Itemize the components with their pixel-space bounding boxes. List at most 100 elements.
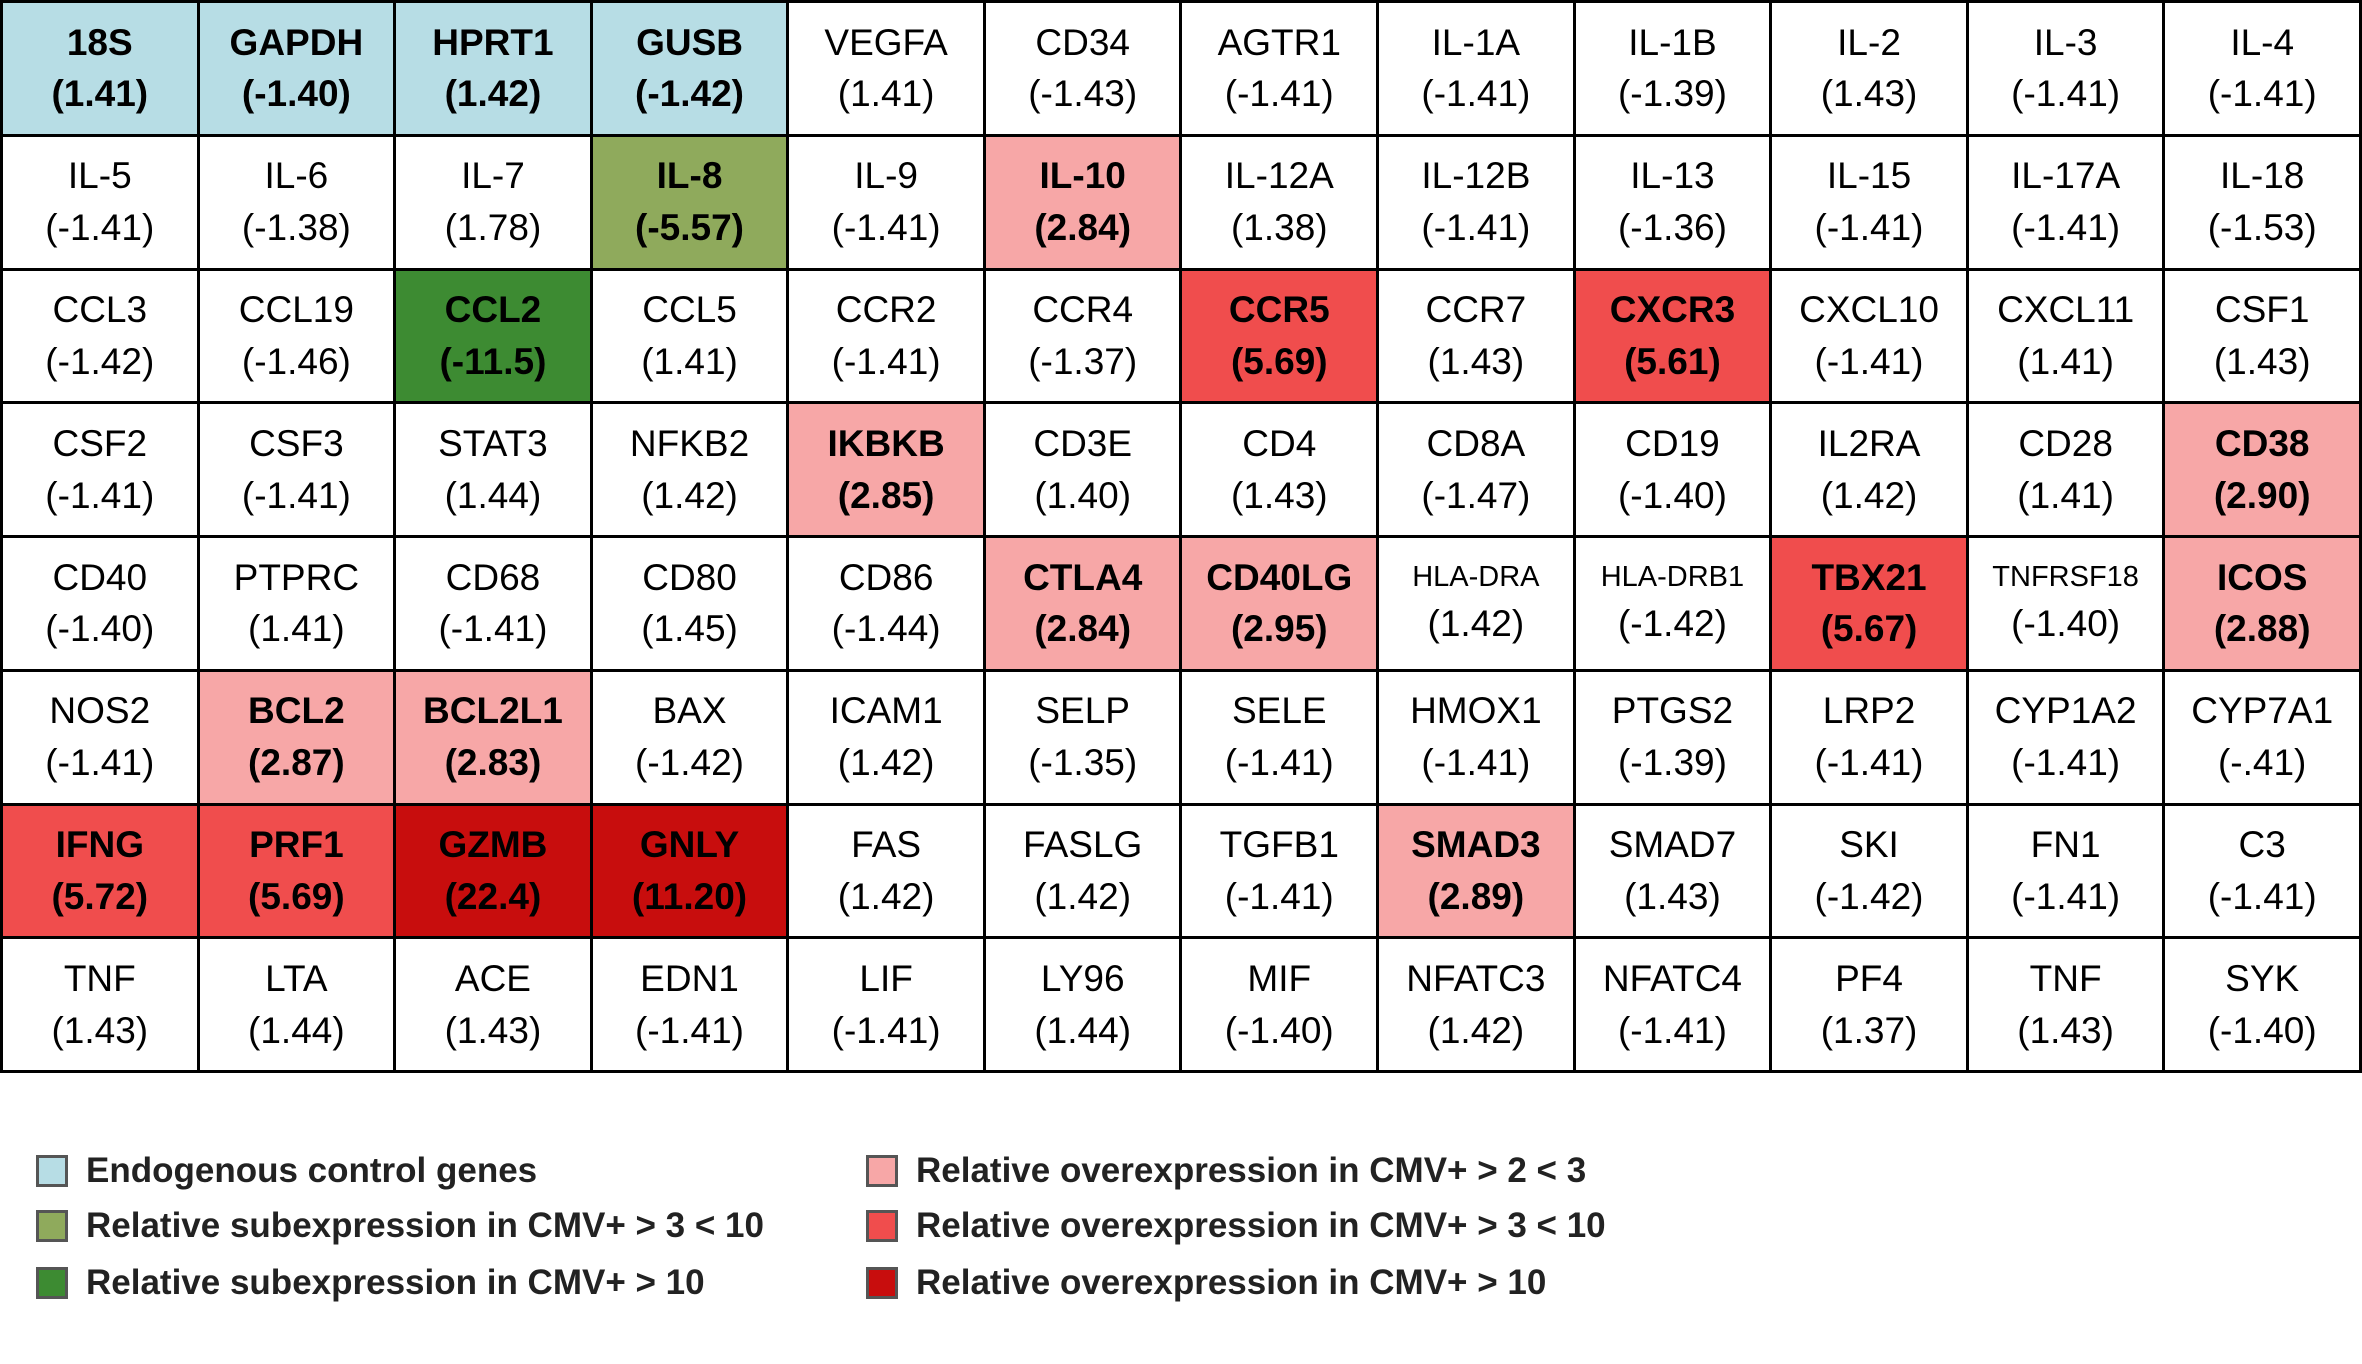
table-cell: IL-1B (-1.39) — [1575, 3, 1773, 137]
fold-change-value: (-1.40) — [1224, 1009, 1334, 1051]
table-cell: TNFRSF18 (-1.40) — [1968, 538, 2166, 672]
fold-change-value: (1.43) — [1624, 875, 1721, 917]
gene-name: CD4 — [1242, 422, 1317, 464]
fold-change-value: (1.43) — [2017, 1009, 2114, 1051]
fold-change-value: (-1.41) — [241, 474, 351, 516]
gene-name: GNLY — [639, 824, 740, 866]
table-cell: IFNG (5.72) — [3, 805, 200, 940]
table-cell: SYK (-1.40) — [2165, 939, 2362, 1073]
table-cell: FASLG (1.42) — [985, 805, 1183, 940]
fold-change-value: (-1.41) — [438, 608, 548, 650]
table-cell: PRF1 (5.69) — [199, 805, 397, 940]
fold-change-value: (-1.41) — [1814, 207, 1924, 249]
fold-change-value: (-1.39) — [1617, 742, 1727, 784]
table-cell: ACE (1.43) — [396, 939, 593, 1073]
fold-change-value: (1.42) — [1427, 1009, 1525, 1051]
table-cell: TGFB1 (-1.41) — [1182, 805, 1380, 940]
gene-name: TGFB1 — [1219, 824, 1339, 866]
fold-change-value: (5.61) — [1624, 340, 1721, 382]
table-cell: GAPDH (-1.40) — [199, 3, 397, 137]
table-cell: SELP (-1.35) — [985, 671, 1183, 806]
legend-swatch — [866, 1155, 898, 1187]
fold-change-value: (1.41) — [837, 73, 935, 115]
fold-change-value: (-1.37) — [1028, 340, 1138, 382]
table-cell: HPRT1 (1.42) — [396, 3, 593, 137]
table-cell: CD86 (-1.44) — [789, 538, 986, 672]
gene-name: NFKB2 — [629, 422, 750, 464]
gene-name: IL-8 — [656, 155, 723, 197]
table-cell: IL-12B (-1.41) — [1379, 136, 1576, 271]
table-cell: LIF (-1.41) — [789, 939, 986, 1073]
table-cell: C3 (-1.41) — [2165, 805, 2362, 940]
legend-label: Relative subexpression in CMV+ > 3 < 10 — [86, 1206, 764, 1245]
fold-change-value: (-1.41) — [1421, 207, 1531, 249]
gene-name: IL-9 — [854, 155, 918, 197]
fold-change-value: (2.87) — [248, 742, 345, 784]
gene-name: 18S — [66, 21, 133, 63]
gene-name: CD68 — [445, 556, 541, 598]
table-cell: FN1 (-1.41) — [1968, 805, 2166, 940]
fold-change-value: (1.43) — [444, 1009, 542, 1051]
gene-name: STAT3 — [438, 422, 548, 464]
fold-change-value: (1.44) — [1034, 1009, 1132, 1051]
gene-name: GZMB — [438, 824, 548, 866]
legend: Endogenous control genes Relative subexpr… — [0, 1120, 2362, 1360]
fold-change-value: (-1.36) — [1617, 207, 1727, 249]
fold-change-value: (-1.40) — [1617, 474, 1727, 516]
fold-change-value: (-11.5) — [439, 340, 547, 382]
table-cell: CD40 (-1.40) — [3, 538, 200, 672]
table-cell: IL-9 (-1.41) — [789, 136, 986, 271]
gene-name: SELP — [1035, 690, 1130, 732]
gene-name: IL-13 — [1630, 155, 1715, 197]
fold-change-value: (-1.41) — [2011, 875, 2121, 917]
table-cell: CD3E (1.40) — [985, 404, 1183, 538]
table-cell: CSF3 (-1.41) — [199, 404, 397, 538]
table-cell: CD4 (1.43) — [1182, 404, 1380, 538]
gene-name: NFATC4 — [1602, 957, 1742, 999]
gene-name: IL-7 — [461, 155, 525, 197]
gene-name: CXCL11 — [1997, 289, 2135, 331]
fold-change-value: (-1.41) — [635, 1009, 745, 1051]
fold-change-value: (-1.42) — [635, 742, 745, 784]
gene-name: SKI — [1839, 824, 1899, 866]
table-cell: CCL2 (-11.5) — [396, 270, 593, 405]
fold-change-value: (-1.47) — [1421, 474, 1531, 516]
table-cell: GUSB (-1.42) — [592, 3, 790, 137]
fold-change-value: (1.41) — [248, 608, 345, 650]
gene-name: CD86 — [838, 556, 934, 598]
fold-change-value: (-1.43) — [1028, 73, 1138, 115]
gene-name: PTGS2 — [1611, 690, 1734, 732]
gene-name: IL-3 — [2033, 21, 2098, 63]
table-cell: IL-3 (-1.41) — [1968, 3, 2166, 137]
fold-change-value: (-1.41) — [1814, 742, 1924, 784]
fold-change-value: (1.41) — [51, 73, 149, 115]
fold-change-value: (-1.40) — [241, 73, 351, 115]
fold-change-value: (2.90) — [2213, 474, 2311, 516]
gene-name: IL-6 — [264, 155, 329, 197]
gene-name: NOS2 — [49, 690, 151, 732]
fold-change-value: (5.69) — [1230, 340, 1328, 382]
fold-change-value: (-1.41) — [1224, 742, 1334, 784]
gene-name: LTA — [265, 957, 328, 999]
legend-swatch — [866, 1267, 898, 1299]
table-cell: LTA (1.44) — [199, 939, 397, 1073]
gene-name: IL-12B — [1421, 155, 1531, 197]
fold-change-value: (-1.41) — [831, 340, 941, 382]
gene-name: IL-17A — [2011, 155, 2121, 197]
table-cell: CYP1A2 (-1.41) — [1968, 671, 2166, 806]
table-cell: NOS2 (-1.41) — [3, 671, 200, 806]
fold-change-value: (1.43) — [1427, 340, 1525, 382]
legend-item: Relative subexpression in CMV+ > 3 < 10 — [36, 1200, 764, 1252]
gene-name: CSF2 — [52, 422, 148, 464]
gene-name: CCL19 — [238, 289, 354, 331]
table-cell: CYP7A1 (-.41) — [2165, 671, 2362, 806]
fold-change-value: (-5.57) — [635, 207, 745, 249]
table-cell: IL-17A (-1.41) — [1968, 136, 2166, 271]
table-cell: EDN1 (-1.41) — [592, 939, 790, 1073]
fold-change-value: (-1.41) — [1421, 742, 1531, 784]
fold-change-value: (1.42) — [837, 742, 935, 784]
table-cell: BCL2L1 (2.83) — [396, 671, 593, 806]
gene-name: CSF1 — [2214, 289, 2310, 331]
table-cell: STAT3 (1.44) — [396, 404, 593, 538]
fold-change-value: (2.95) — [1230, 608, 1328, 650]
